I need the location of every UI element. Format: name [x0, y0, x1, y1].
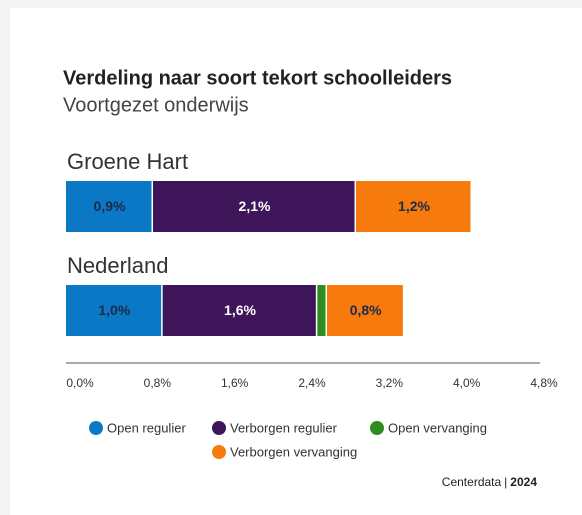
bar-segment [327, 285, 403, 336]
category-label: Nederland [67, 253, 169, 278]
value-label: 1,2% [398, 198, 430, 214]
source-name: Centerdata [442, 475, 502, 489]
legend-swatch [89, 421, 103, 435]
bar-segment [356, 181, 471, 232]
x-tick-label: 4,8% [530, 376, 558, 390]
bar-segment [66, 181, 152, 232]
separator: | [504, 475, 507, 489]
year: 2024 [510, 475, 537, 489]
category-label: Groene Hart [67, 149, 188, 174]
legend-label: Open regulier [107, 420, 186, 435]
legend-label: Verborgen regulier [230, 420, 338, 435]
x-tick-label: 2,4% [298, 376, 326, 390]
card [10, 8, 582, 515]
value-label: 0,8% [350, 302, 382, 318]
x-tick-label: 4,0% [453, 376, 481, 390]
x-tick-label: 1,6% [221, 376, 249, 390]
legend-swatch [370, 421, 384, 435]
legend-swatch [212, 445, 226, 459]
chart-subtitle: Voortgezet onderwijs [63, 94, 249, 116]
legend-swatch [212, 421, 226, 435]
value-label: 1,6% [224, 302, 256, 318]
legend-label: Verborgen vervanging [230, 444, 357, 459]
value-label: 2,1% [239, 198, 271, 214]
bar-segment [66, 285, 162, 336]
x-tick-label: 0,8% [144, 376, 172, 390]
bar-segment [162, 285, 316, 336]
x-tick-label: 0,0% [66, 376, 94, 390]
bar-segment [153, 181, 355, 232]
x-tick-label: 3,2% [376, 376, 404, 390]
bar-segment [317, 285, 326, 336]
chart-title: Verdeling naar soort tekort schoolleider… [63, 67, 452, 89]
value-label: 1,0% [98, 302, 130, 318]
value-label: 0,9% [94, 198, 126, 214]
source: Centerdata | 2024 [442, 475, 538, 489]
legend-label: Open vervanging [388, 420, 487, 435]
